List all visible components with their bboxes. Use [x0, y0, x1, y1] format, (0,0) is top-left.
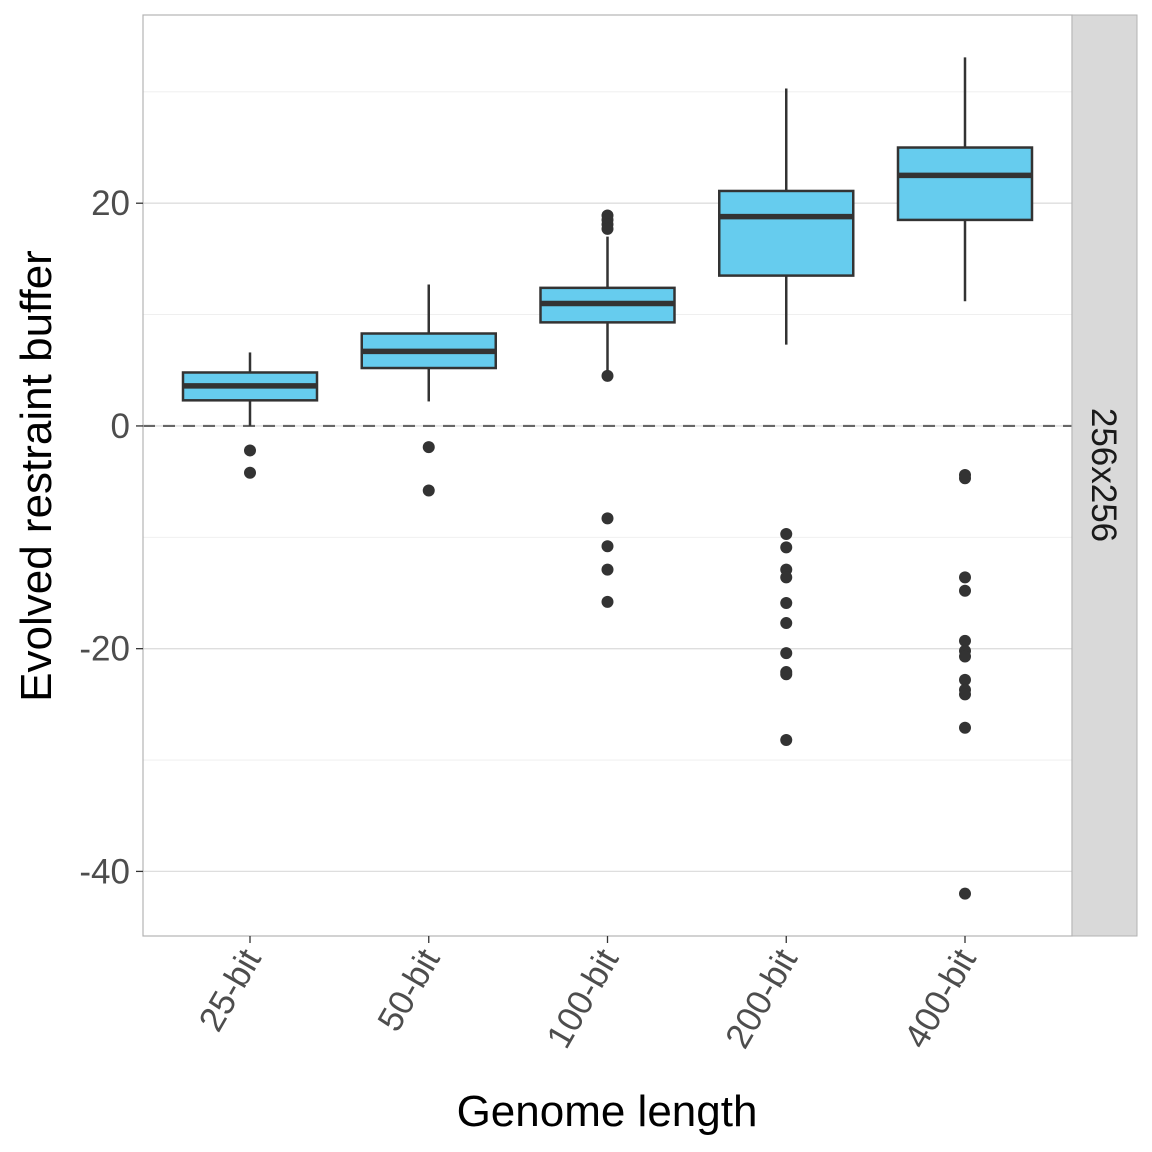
outlier-point: [601, 512, 614, 525]
x-tick-label: 400-bit: [897, 942, 984, 1054]
outlier-point: [601, 369, 614, 382]
x-tick-label: 200-bit: [718, 942, 805, 1054]
outlier-point: [601, 595, 614, 608]
outlier-point: [244, 466, 256, 479]
outlier-point: [959, 673, 971, 686]
boxes-layer: [181, 57, 1034, 900]
outlier-point: [959, 571, 971, 584]
facet-strip: [1071, 14, 1138, 937]
outlier-point: [959, 472, 971, 485]
outlier-point: [780, 733, 793, 746]
outlier-point: [601, 540, 614, 553]
outlier-point: [780, 617, 793, 630]
x-axis-title: Genome length: [457, 1087, 758, 1136]
outlier-point: [780, 541, 793, 554]
outlier-point: [244, 444, 256, 457]
box-group-200-bit: [718, 88, 855, 746]
box-group-100-bit: [539, 209, 676, 608]
box-group-400-bit: [896, 57, 1034, 900]
outlier-point: [780, 597, 793, 610]
outlier-point: [959, 634, 971, 647]
y-tick-label: -20: [79, 630, 130, 669]
y-axis: -40 -20 0 20: [79, 184, 143, 891]
box-group-25-bit: [181, 352, 319, 479]
x-tick-label: 25-bit: [191, 942, 269, 1038]
outlier-point: [780, 668, 793, 681]
iqr-box: [896, 146, 1034, 222]
outlier-point: [601, 563, 614, 576]
outlier-point: [422, 441, 435, 454]
iqr-box: [718, 189, 855, 277]
facet-strip-label: 256x256: [1084, 408, 1123, 542]
outlier-point: [959, 887, 971, 900]
x-tick-label: 50-bit: [370, 942, 448, 1038]
outlier-point: [780, 527, 793, 540]
outlier-point: [959, 721, 971, 734]
outlier-point: [959, 650, 971, 663]
y-tick-label: 20: [91, 184, 130, 223]
outlier-point: [780, 571, 793, 584]
outlier-point: [422, 484, 435, 497]
x-axis: 25-bit 50-bit 100-bit 200-bit 400-bit: [191, 936, 984, 1055]
outlier-point: [780, 647, 793, 660]
y-tick-label: -40: [79, 852, 130, 891]
box-group-50-bit: [360, 284, 497, 497]
x-tick-label: 100-bit: [539, 942, 626, 1054]
y-tick-label: 0: [111, 407, 130, 446]
outlier-point: [959, 688, 971, 701]
y-axis-title: Evolved restraint buffer: [12, 250, 61, 702]
outlier-point: [959, 584, 971, 597]
outlier-point: [601, 222, 614, 235]
